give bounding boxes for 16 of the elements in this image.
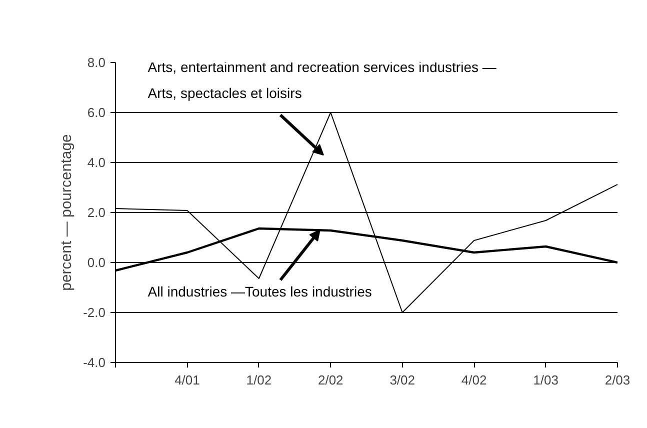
- y-tick-label: 4.0: [87, 155, 106, 170]
- y-tick-label: 2.0: [87, 205, 106, 220]
- y-tick-label: -4.0: [83, 355, 106, 370]
- x-tick-label: 1/03: [533, 372, 558, 388]
- x-tick-label: 4/02: [461, 372, 487, 388]
- y-tick-label: 0.0: [87, 255, 106, 270]
- y-tick-label: 6.0: [87, 105, 106, 120]
- x-tick-label: 2/03: [604, 372, 630, 388]
- series-label: All industries —Toutes les industries: [148, 283, 372, 300]
- x-tick-label: 2/02: [318, 372, 344, 388]
- y-tick-label: 8.0: [87, 55, 106, 70]
- x-tick-label: 3/02: [390, 372, 416, 388]
- y-axis-title: percent — pourcentage: [58, 134, 76, 291]
- x-tick-label: 1/02: [246, 372, 272, 388]
- y-tick-label: -2.0: [83, 305, 106, 320]
- x-tick-label: 4/01: [174, 372, 200, 388]
